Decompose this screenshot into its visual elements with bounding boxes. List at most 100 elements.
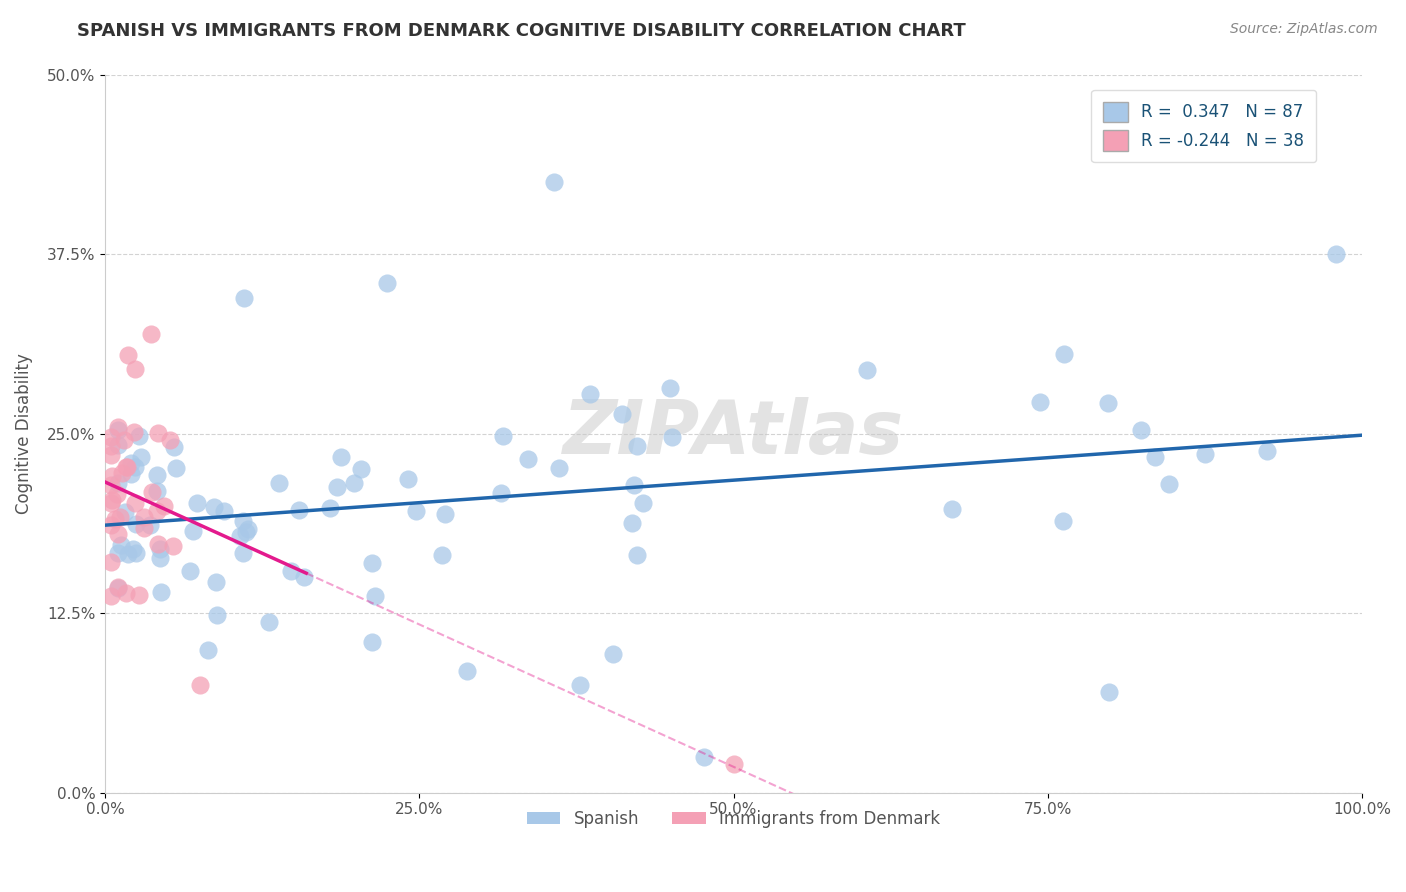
Point [120, 456, 142, 470]
Point [107, 581, 129, 595]
Point [626, 548, 648, 562]
Point [361, 635, 384, 649]
Point [150, 585, 173, 599]
Point [1143, 450, 1166, 465]
Point [363, 589, 385, 603]
Point [100, 477, 122, 491]
Point [492, 429, 515, 443]
Point [132, 509, 155, 524]
Point [292, 570, 315, 584]
Point [326, 480, 349, 494]
Point [1129, 423, 1152, 437]
Point [202, 500, 225, 514]
Point [723, 756, 745, 771]
Point [111, 466, 134, 480]
Point [128, 588, 150, 602]
Point [124, 517, 146, 532]
Point [108, 510, 131, 524]
Point [232, 514, 254, 528]
Legend: Spanish, Immigrants from Denmark: Spanish, Immigrants from Denmark [520, 804, 946, 835]
Text: SPANISH VS IMMIGRANTS FROM DENMARK COGNITIVE DISABILITY CORRELATION CHART: SPANISH VS IMMIGRANTS FROM DENMARK COGNI… [77, 22, 966, 40]
Point [107, 546, 129, 560]
Point [236, 522, 259, 536]
Point [149, 541, 172, 556]
Point [124, 425, 146, 440]
Point [188, 678, 211, 692]
Point [162, 539, 184, 553]
Point [179, 565, 201, 579]
Point [100, 590, 122, 604]
Point [214, 504, 236, 518]
Point [141, 484, 163, 499]
Point [267, 476, 290, 491]
Point [132, 521, 155, 535]
Point [120, 467, 142, 482]
Point [631, 496, 654, 510]
Point [319, 500, 342, 515]
Point [1157, 477, 1180, 491]
Point [110, 538, 132, 552]
Point [456, 664, 478, 678]
Point [229, 529, 252, 543]
Point [1053, 347, 1076, 361]
Point [128, 429, 150, 443]
Point [693, 749, 716, 764]
Point [360, 556, 382, 570]
Point [107, 527, 129, 541]
Point [623, 477, 645, 491]
Point [257, 615, 280, 629]
Point [941, 502, 963, 516]
Point [107, 423, 129, 437]
Point [330, 450, 353, 465]
Point [163, 440, 186, 454]
Point [375, 276, 398, 290]
Point [232, 291, 254, 305]
Point [100, 439, 122, 453]
Point [141, 327, 163, 342]
Point [146, 468, 169, 483]
Point [1052, 514, 1074, 528]
Point [129, 450, 152, 465]
Point [100, 496, 122, 510]
Point [124, 362, 146, 376]
Point [115, 459, 138, 474]
Point [100, 555, 122, 569]
Point [146, 483, 169, 498]
Point [1098, 685, 1121, 699]
Point [112, 433, 135, 447]
Point [350, 462, 373, 476]
Point [117, 547, 139, 561]
Point [569, 678, 592, 692]
Point [107, 420, 129, 434]
Point [124, 496, 146, 510]
Point [1256, 443, 1278, 458]
Point [288, 503, 311, 517]
Point [104, 512, 127, 526]
Point [100, 430, 122, 444]
Point [610, 407, 633, 421]
Point [620, 516, 643, 531]
Point [602, 647, 624, 661]
Point [122, 542, 145, 557]
Point [661, 430, 683, 444]
Point [117, 348, 139, 362]
Point [235, 524, 257, 539]
Point [659, 381, 682, 395]
Point [1194, 447, 1216, 461]
Point [114, 505, 136, 519]
Point [105, 487, 128, 501]
Point [159, 433, 181, 447]
Point [146, 503, 169, 517]
Point [186, 496, 208, 510]
Point [165, 460, 187, 475]
Point [115, 586, 138, 600]
Point [548, 461, 571, 475]
Point [107, 476, 129, 491]
Point [124, 460, 146, 475]
Point [125, 546, 148, 560]
Point [543, 175, 565, 189]
Point [280, 564, 302, 578]
Point [107, 437, 129, 451]
Text: Source: ZipAtlas.com: Source: ZipAtlas.com [1230, 22, 1378, 37]
Point [433, 508, 456, 522]
